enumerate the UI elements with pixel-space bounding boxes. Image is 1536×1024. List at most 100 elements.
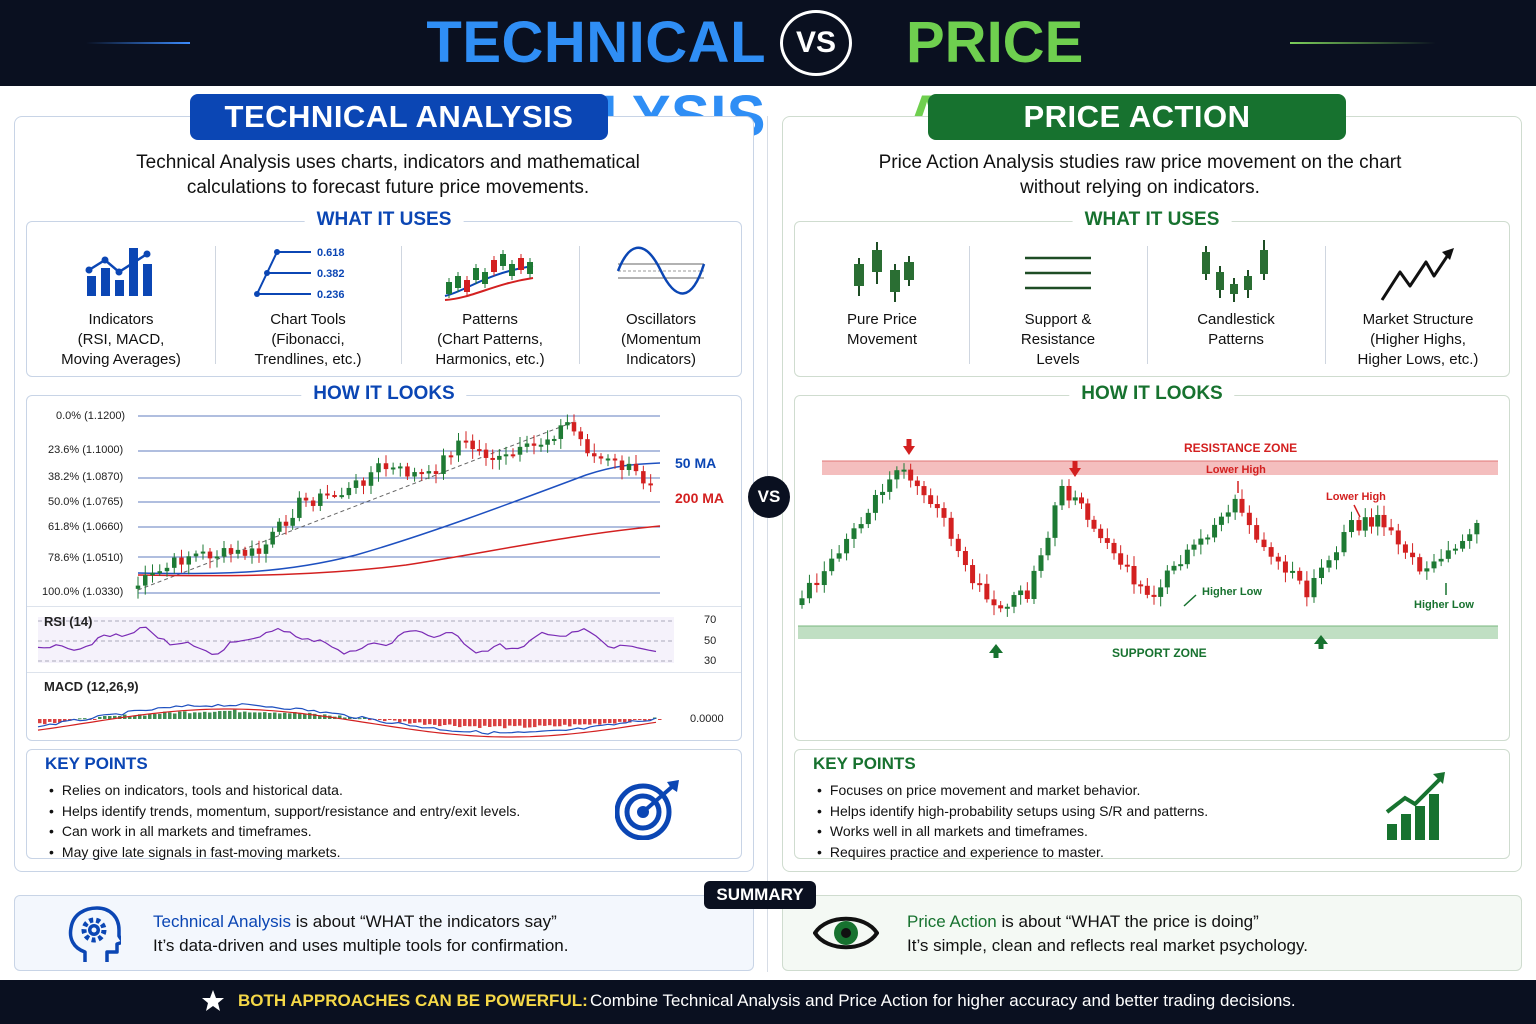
candle-body [948, 517, 954, 539]
footer-strong-text: BOTH APPROACHES CAN BE POWERFUL: [238, 991, 588, 1010]
macd-histogram-bar [453, 719, 457, 726]
candle-body [598, 456, 604, 459]
candle-body [470, 440, 475, 450]
candle-body [887, 479, 893, 492]
candle-body [998, 605, 1004, 609]
header-vs-badge: VS [780, 10, 852, 76]
candle-body [633, 463, 639, 472]
pa-use-pure-price: Pure Price Movement [795, 222, 969, 378]
macd-histogram-bar [103, 716, 107, 719]
candle-body [941, 508, 947, 518]
candle-body [477, 449, 482, 452]
candles-icon [847, 240, 917, 309]
candle-body [901, 469, 907, 472]
macd-histogram-bar [253, 712, 257, 719]
macd-signal-line [37, 708, 657, 738]
pa-how-it-looks-title: HOW IT LOOKS [1069, 383, 1235, 405]
rsi-level: 70 [704, 614, 717, 626]
macd-histogram-bar [438, 719, 442, 727]
candle-body [235, 549, 241, 554]
macd-histogram-bar [188, 713, 192, 719]
list-item: Helps identify trends, momentum, support… [49, 801, 520, 822]
pa-key-points-box: KEY POINTS Focuses on price movement and… [794, 749, 1510, 862]
candle-body [186, 556, 191, 565]
candle-body [441, 455, 446, 474]
macd-histogram-bar [143, 715, 147, 719]
summary-left-rest: is about “WHAT the indicators say” [290, 912, 557, 931]
list-item: Helps identify high-probability setups u… [817, 801, 1208, 822]
candle-body [1066, 485, 1072, 501]
candle-body [908, 469, 914, 481]
candle-body [228, 548, 234, 554]
candle-body [1341, 532, 1347, 553]
candle-body [1381, 514, 1387, 528]
ma-200-line [137, 525, 661, 577]
candle-body [1085, 503, 1091, 520]
growth-chart-icon [1383, 772, 1449, 847]
rsi-line [37, 626, 657, 656]
macd-histogram-bar [538, 719, 542, 726]
center-divider [767, 116, 768, 972]
candle-body [1232, 498, 1238, 513]
macd-histogram-bar [533, 719, 537, 728]
icon-line-red [444, 277, 534, 301]
zigzag-arrow-icon [1380, 246, 1456, 307]
candle-body [503, 454, 509, 457]
macd-histogram-bar [358, 718, 362, 720]
summary-technical-analysis: Technical Analysis is about “WHAT the in… [14, 895, 754, 971]
macd-histogram-bar [433, 719, 437, 725]
resistance-zone-band [822, 461, 1498, 475]
down-arrow-icon [1072, 461, 1078, 469]
summary-right-rest: is about “WHAT the price is doing” [996, 912, 1259, 931]
candle-body [558, 425, 564, 439]
candle-body [1282, 561, 1288, 573]
candle-body [1395, 530, 1401, 545]
candle-body [1178, 564, 1184, 567]
macd-histogram-bar [588, 719, 592, 725]
candle-body [193, 553, 199, 557]
candle-body [821, 571, 827, 586]
macd-histogram-bar [388, 719, 392, 720]
candle-body [880, 491, 886, 496]
candle-body [1131, 566, 1137, 585]
macd-histogram-bar [43, 719, 47, 725]
up-arrow-icon [1318, 643, 1324, 649]
candle-body [448, 455, 454, 458]
candle-body [1452, 548, 1458, 551]
candle-body [921, 486, 927, 496]
oscillator-wave-icon [616, 244, 706, 305]
macd-histogram-bar [343, 717, 347, 719]
candle-body [1198, 538, 1204, 545]
eye-icon [812, 912, 880, 959]
pa-key-points-list: Focuses on price movement and market beh… [817, 780, 1208, 862]
candle-body [256, 548, 262, 554]
macd-histogram-bar [263, 712, 267, 719]
price-action-intro: Price Action Analysis studies raw price … [800, 150, 1480, 200]
macd-histogram-bar [238, 712, 242, 719]
rsi-band [38, 617, 674, 663]
candle-body [1045, 537, 1051, 556]
macd-histogram-bar [583, 719, 587, 725]
macd-histogram-bar [613, 719, 617, 724]
macd-histogram-bar [593, 719, 597, 724]
icon-candle-body [500, 254, 506, 266]
separator [27, 606, 741, 607]
candle-body [290, 517, 295, 526]
pa-use-label: Market Structure (Higher Highs, Higher Low… [1357, 311, 1479, 368]
macd-histogram-bar [503, 719, 507, 729]
candle-body [1138, 584, 1144, 587]
summary-title: SUMMARY [704, 881, 816, 909]
rsi-level: 50 [704, 635, 717, 647]
candle-body [1438, 558, 1444, 562]
candle-body [1072, 497, 1078, 501]
candle-body [872, 495, 878, 513]
macd-histogram-bar [38, 719, 42, 724]
pa-what-it-uses-box: WHAT IT USES Pure Price Movement Support … [794, 209, 1510, 378]
macd-histogram-bar [158, 713, 162, 719]
candle-body [1254, 525, 1260, 540]
macd-histogram-bar [413, 719, 417, 723]
macd-histogram-bar [568, 719, 572, 727]
header-deco-line-left [86, 42, 190, 44]
macd-histogram-bar [308, 712, 312, 719]
candle-body [1052, 505, 1058, 538]
